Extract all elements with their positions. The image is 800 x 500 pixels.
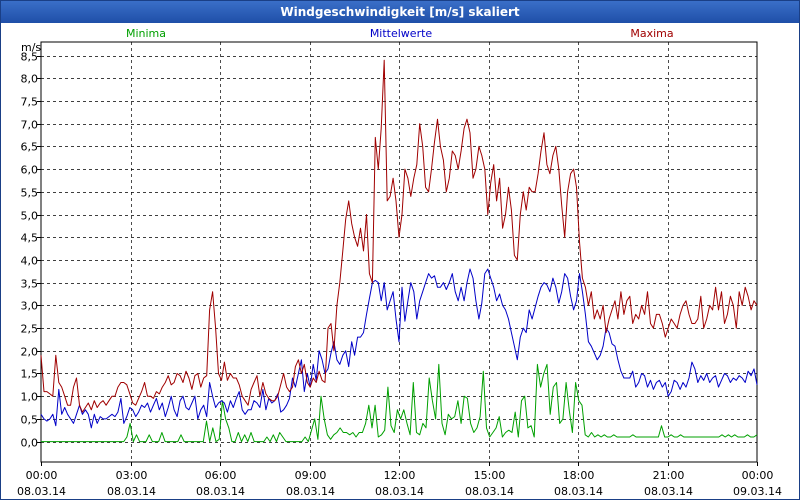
legend-maxima: Maxima xyxy=(630,27,673,40)
series-line-maxima xyxy=(40,59,758,413)
x-tick-label-date: 08.03.14 xyxy=(107,485,156,498)
y-tick-label: 5,5 xyxy=(21,187,39,200)
x-tick-label-time: 06:00 xyxy=(205,469,237,482)
x-tick-label-time: 12:00 xyxy=(384,469,416,482)
y-tick-label: 2,5 xyxy=(21,323,39,336)
y-tick-label: 8,5 xyxy=(21,51,39,64)
x-tick-label-date: 08.03.14 xyxy=(196,485,245,498)
x-tick-label-date: 08.03.14 xyxy=(554,485,603,498)
y-tick-label: 0,5 xyxy=(21,414,39,427)
legend-minima: Minima xyxy=(126,27,166,40)
plot-area xyxy=(40,41,758,463)
y-tick-label: 3,0 xyxy=(21,300,39,313)
y-tick-label: 6,5 xyxy=(21,141,39,154)
x-tick-label-date: 08.03.14 xyxy=(375,485,424,498)
window-title: Windgeschwindigkeit [m/s] skaliert xyxy=(1,1,799,23)
series-line-minima xyxy=(41,363,758,443)
x-tick-label-time: 00:00 xyxy=(742,469,774,482)
y-tick-label: 4,5 xyxy=(21,232,39,245)
y-tick-label: 1,5 xyxy=(21,368,39,381)
x-tick-label-time: 03:00 xyxy=(116,469,148,482)
y-tick-label: 1,0 xyxy=(21,391,39,404)
y-tick-label: 5,0 xyxy=(21,210,39,223)
y-tick-label: 7,5 xyxy=(21,96,39,109)
x-tick-label-date: 09.03.14 xyxy=(733,485,782,498)
y-tick-label: 4,0 xyxy=(21,255,39,268)
y-tick-label: 7,0 xyxy=(21,119,39,132)
x-tick-label-time: 15:00 xyxy=(474,469,506,482)
x-tick-label-date: 08.03.14 xyxy=(644,485,693,498)
series-line-mittelwerte xyxy=(40,268,758,429)
y-tick-label: 8,0 xyxy=(21,73,39,86)
y-tick-label: 2,0 xyxy=(21,346,39,359)
legend-mittelwerte: Mittelwerte xyxy=(370,27,433,40)
x-tick-label-time: 18:00 xyxy=(563,469,595,482)
y-tick-label: 6,0 xyxy=(21,164,39,177)
x-tick-label-time: 09:00 xyxy=(295,469,327,482)
x-tick-label-date: 08.03.14 xyxy=(286,485,335,498)
y-axis-label: m/s xyxy=(21,41,41,54)
x-tick-label-time: 00:00 xyxy=(26,469,58,482)
y-tick-label: 0,0 xyxy=(21,437,39,450)
x-tick-label-date: 08.03.14 xyxy=(17,485,66,498)
y-tick-label: 3,5 xyxy=(21,278,39,291)
x-tick-label-time: 21:00 xyxy=(653,469,685,482)
x-tick-label-date: 08.03.14 xyxy=(465,485,514,498)
